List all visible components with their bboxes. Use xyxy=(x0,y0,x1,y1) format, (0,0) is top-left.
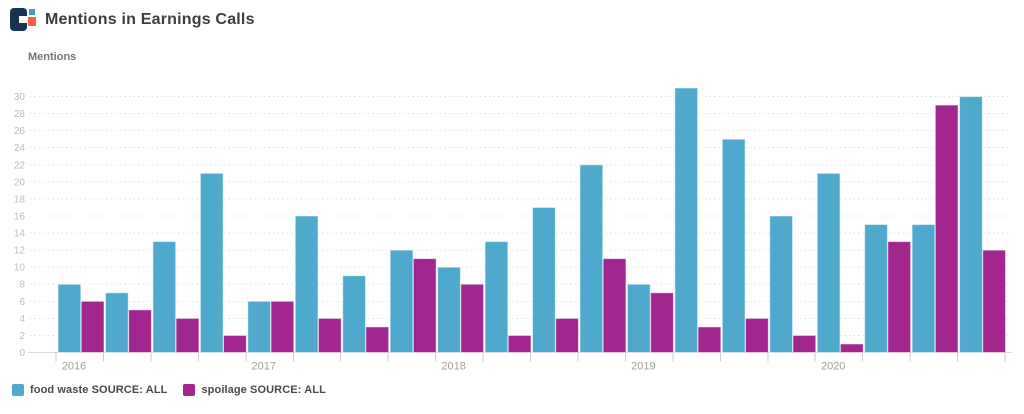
bar-food-waste-2016-Q4[interactable] xyxy=(199,172,224,353)
cb-insights-logo xyxy=(10,8,36,31)
bar-spoilage-2017-Q2[interactable] xyxy=(317,317,342,354)
bar-food-waste-2018-Q4[interactable] xyxy=(579,164,604,353)
x-year-label-2020: 2020 xyxy=(821,361,845,373)
bar-food-waste-2016-Q2[interactable] xyxy=(104,292,129,354)
bar-food-waste-2018-Q1[interactable] xyxy=(437,266,461,354)
bar-spoilage-2019-Q2[interactable] xyxy=(697,326,722,353)
legend-label-food-waste: food waste SOURCE: ALL xyxy=(30,384,168,396)
y-tick-label-18: 18 xyxy=(14,194,26,205)
bar-spoilage-2016-Q1[interactable] xyxy=(80,300,105,353)
bar-spoilage-2018-Q4[interactable] xyxy=(602,258,627,353)
bar-food-waste-2017-Q4[interactable] xyxy=(389,249,414,353)
y-tick-label-24: 24 xyxy=(14,143,26,154)
bar-spoilage-2020-Q3[interactable] xyxy=(934,104,959,353)
bar-food-waste-2016-Q1[interactable] xyxy=(57,283,82,353)
y-tick-label-8: 8 xyxy=(19,280,25,291)
bar-food-waste-2020-Q2[interactable] xyxy=(864,224,888,354)
y-tick-label-14: 14 xyxy=(14,229,26,240)
bar-spoilage-2016-Q3[interactable] xyxy=(175,317,200,354)
legend-label-spoilage: spoilage SOURCE: ALL xyxy=(201,384,326,396)
bar-food-waste-2019-Q3[interactable] xyxy=(721,138,746,353)
bar-food-waste-2017-Q1[interactable] xyxy=(247,300,272,353)
x-year-label-2016: 2016 xyxy=(62,361,86,373)
bar-spoilage-2017-Q4[interactable] xyxy=(412,258,437,353)
y-tick-label-20: 20 xyxy=(14,177,26,188)
bar-spoilage-2020-Q4[interactable] xyxy=(982,249,1007,353)
y-tick-label-12: 12 xyxy=(14,246,26,257)
bar-spoilage-2019-Q4[interactable] xyxy=(792,334,817,353)
bar-spoilage-2018-Q2[interactable] xyxy=(507,334,532,353)
y-tick-label-16: 16 xyxy=(14,211,26,222)
bar-food-waste-2017-Q2[interactable] xyxy=(294,215,319,353)
bar-food-waste-2018-Q2[interactable] xyxy=(484,241,509,353)
y-tick-label-10: 10 xyxy=(14,263,26,274)
bar-spoilage-2016-Q4[interactable] xyxy=(223,334,247,353)
bar-spoilage-2018-Q1[interactable] xyxy=(460,283,485,353)
bar-spoilage-2016-Q2[interactable] xyxy=(128,309,152,353)
y-tick-label-22: 22 xyxy=(14,160,26,171)
y-tick-label-2: 2 xyxy=(19,331,25,342)
chart-legend: food waste SOURCE: ALL spoilage SOURCE: … xyxy=(12,384,326,396)
y-tick-label-6: 6 xyxy=(19,297,25,308)
bar-food-waste-2017-Q3[interactable] xyxy=(342,275,367,353)
y-tick-label-30: 30 xyxy=(14,92,26,103)
bar-food-waste-2020-Q3[interactable] xyxy=(911,224,936,354)
bar-food-waste-2019-Q2[interactable] xyxy=(674,87,699,354)
food-waste-swatch-icon xyxy=(12,384,24,396)
bar-spoilage-2019-Q3[interactable] xyxy=(745,317,769,354)
bar-spoilage-2019-Q1[interactable] xyxy=(650,292,674,354)
bar-food-waste-2020-Q1[interactable] xyxy=(816,172,841,353)
legend-item-food-waste[interactable]: food waste SOURCE: ALL xyxy=(12,384,167,396)
x-year-label-2017: 2017 xyxy=(252,361,276,373)
bar-spoilage-2020-Q1[interactable] xyxy=(839,343,864,354)
bar-spoilage-2017-Q3[interactable] xyxy=(365,326,390,353)
spoilage-swatch-icon xyxy=(183,384,196,396)
bar-food-waste-2018-Q3[interactable] xyxy=(532,206,556,353)
y-tick-label-0: 0 xyxy=(19,348,25,359)
bar-spoilage-2020-Q2[interactable] xyxy=(887,241,912,353)
bar-food-waste-2019-Q4[interactable] xyxy=(769,215,794,353)
bar-spoilage-2017-Q1[interactable] xyxy=(270,300,295,353)
y-axis-title: Mentions xyxy=(28,51,77,63)
bar-spoilage-2018-Q3[interactable] xyxy=(555,317,580,354)
page-title: Mentions in Earnings Calls xyxy=(45,10,255,28)
y-tick-label-4: 4 xyxy=(19,314,25,325)
x-year-label-2019: 2019 xyxy=(631,361,655,373)
y-tick-label-26: 26 xyxy=(14,126,26,137)
bar-food-waste-2020-Q4[interactable] xyxy=(959,96,983,354)
bar-food-waste-2019-Q1[interactable] xyxy=(626,283,651,353)
y-tick-label-28: 28 xyxy=(14,109,26,120)
legend-item-spoilage[interactable]: spoilage SOURCE: ALL xyxy=(183,384,326,396)
widget-header: Mentions in Earnings Calls xyxy=(10,8,255,31)
bar-food-waste-2016-Q3[interactable] xyxy=(152,241,177,353)
x-year-label-2018: 2018 xyxy=(441,361,465,373)
